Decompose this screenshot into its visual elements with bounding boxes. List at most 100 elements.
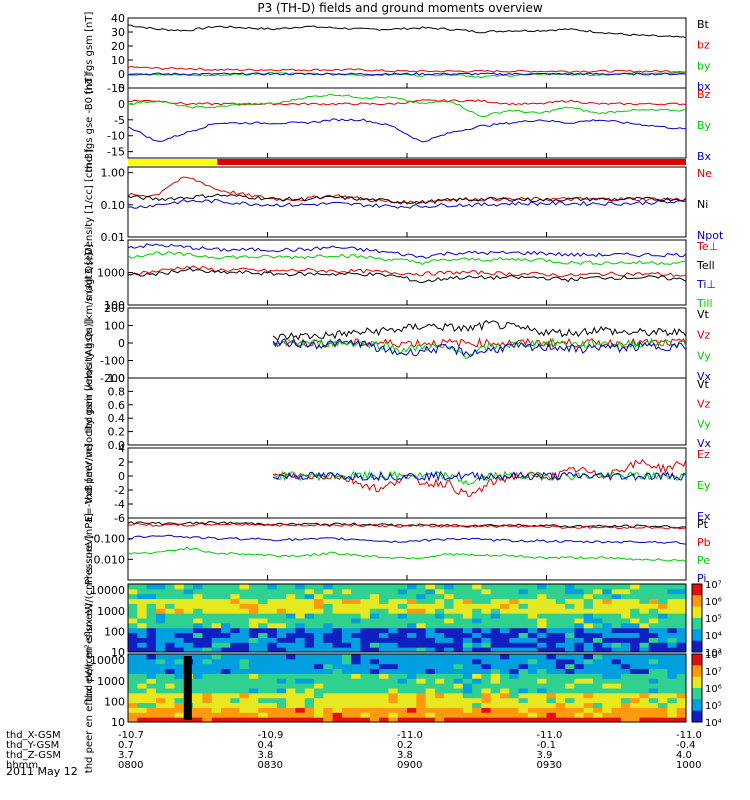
spectrogram-cell (620, 637, 631, 643)
spectrogram-cell (583, 668, 594, 674)
spectrogram-cell (676, 688, 687, 694)
spectrogram-cell (611, 588, 622, 595)
spectrogram-cell (248, 663, 259, 670)
spectrogram-cell (323, 632, 334, 638)
colorbar-label: 10⁷ (705, 667, 722, 678)
spectrogram-cell (472, 642, 482, 648)
spectrogram-cell (276, 658, 287, 665)
spectrogram-cell (351, 692, 361, 699)
spectrogram-cell (267, 717, 278, 723)
spectrogram-cell (155, 593, 166, 600)
spectrogram-cell (462, 663, 473, 670)
spectrogram-cell (416, 654, 427, 660)
spectrogram-cell (183, 618, 194, 624)
spectrogram-cell (611, 668, 622, 674)
spectrogram-cell (676, 642, 687, 648)
series-line-temp-3 (127, 251, 686, 266)
spectrogram-cell (128, 658, 138, 665)
spectrogram-cell (611, 608, 622, 614)
y-tick-label: 1.00 (101, 167, 126, 180)
spectrogram-cell (314, 627, 324, 634)
spectrogram-cell (137, 688, 148, 694)
spectrogram-cell (295, 654, 306, 660)
spectrogram-cell (667, 683, 678, 689)
spectrogram-cell (323, 702, 334, 708)
spectrogram-cell (667, 712, 678, 718)
spectrogram-cell (341, 702, 352, 708)
spectrogram-cell (546, 707, 557, 713)
spectrogram-cell (416, 588, 427, 595)
spectrogram-cell (546, 688, 557, 694)
spectrogram-cell (211, 588, 222, 595)
spectrogram-cell (676, 613, 687, 619)
spectrogram-cell (472, 668, 482, 674)
spectrogram-cell (593, 632, 603, 638)
spectrogram-cell (239, 673, 250, 679)
spectrogram-cell (221, 618, 231, 624)
spectrogram-cell (323, 637, 334, 643)
spectrogram-cell (128, 683, 138, 689)
spectrogram-cell (481, 622, 492, 629)
spectrogram-cell (583, 683, 594, 689)
spectrogram-cell (546, 598, 557, 604)
spectrogram-cell (407, 632, 417, 638)
spectrogram-cell (388, 598, 399, 604)
spectrogram-cell (397, 654, 408, 660)
spectrogram-cell (183, 588, 194, 595)
spectrogram-cell (155, 632, 166, 638)
spectrogram-cell (593, 603, 603, 609)
spectrogram-cell (500, 598, 510, 604)
colorbar-label: 10⁵ (705, 614, 722, 625)
spectrogram-cell (639, 608, 650, 614)
spectrogram-cell (620, 707, 631, 713)
series-line-gsm-2 (127, 71, 687, 79)
spectrogram-cell (518, 608, 529, 614)
spectrogram-cell (397, 697, 408, 704)
spectrogram-cell (295, 697, 306, 704)
spectrogram-cell (583, 642, 594, 648)
colorbar-label: 10⁵ (705, 701, 722, 712)
spectrogram-cell (314, 647, 324, 653)
spectrogram-cell (593, 692, 603, 699)
spectrogram-cell (369, 654, 380, 660)
spectrogram-cell (593, 717, 603, 723)
spectrogram-cell (128, 692, 138, 699)
spectrogram-cell (509, 642, 520, 648)
spectrogram-cell (444, 584, 454, 590)
spectrogram-cell (453, 702, 464, 708)
spectrogram-cell (165, 688, 175, 694)
spectrogram-cell (444, 717, 454, 723)
spectrogram-cell (462, 647, 473, 653)
spectrogram-cell (230, 622, 241, 629)
spectrogram-cell (648, 584, 659, 590)
spectrogram-cell (193, 618, 203, 624)
spectrogram-cell (146, 603, 157, 609)
spectrogram-cell (574, 663, 585, 670)
spectrogram-cell (323, 618, 334, 624)
spectrogram-cell (611, 658, 622, 665)
spectrogram-cell (481, 593, 492, 600)
spectrogram-cell (174, 707, 185, 713)
spectrogram-cell (555, 598, 566, 604)
spectrogram-cell (593, 593, 603, 600)
spectrogram-cell (565, 622, 575, 629)
spectrogram-cell (490, 637, 501, 643)
spectrogram-cell (434, 627, 445, 634)
spectrogram-cell (174, 598, 185, 604)
spectrogram-cell (202, 717, 213, 723)
spectrogram-cell (230, 647, 241, 653)
spectrogram-cell (323, 608, 334, 614)
spectrogram-cell (639, 663, 650, 670)
spectrogram-cell (341, 654, 352, 660)
spectrogram-cell (202, 598, 213, 604)
spectrogram-cell (565, 588, 575, 595)
spectrogram-cell (481, 627, 492, 634)
spectrogram-cell (221, 683, 231, 689)
spectrogram-cell (258, 702, 268, 708)
spectrogram-cell (546, 683, 557, 689)
spectrogram-cell (434, 588, 445, 595)
legend-pressure-3: Pi (697, 572, 706, 585)
spectrogram-cell (379, 622, 389, 629)
spectrogram-cell (583, 627, 594, 634)
colorbar-label: 10³ (705, 648, 722, 659)
